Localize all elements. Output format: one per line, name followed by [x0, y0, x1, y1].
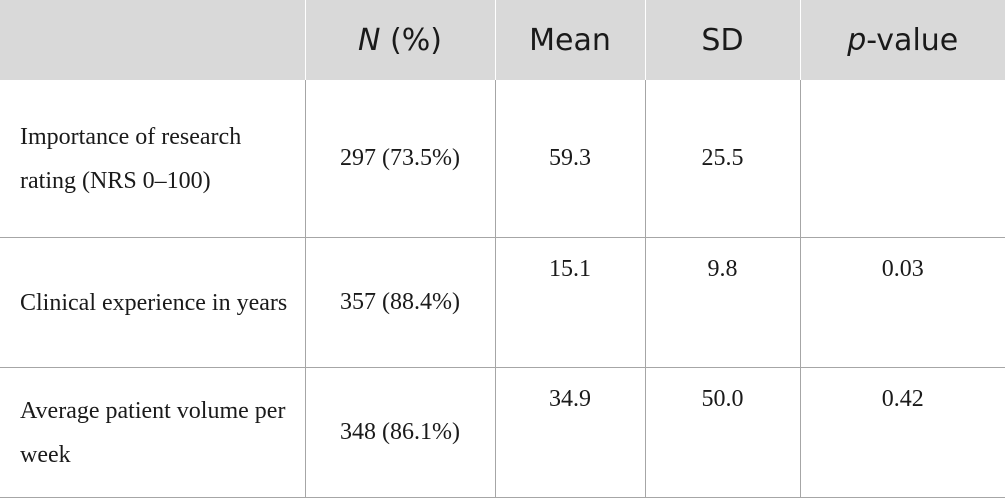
cell-p-value	[799, 80, 1005, 238]
header-mean: Mean	[494, 0, 645, 80]
header-p-value: p-value	[799, 0, 1005, 80]
table-row: Clinical experience in years 357 (88.4%)…	[0, 237, 1005, 368]
header-p-rest: -value	[866, 22, 959, 58]
header-p-italic: p	[847, 22, 867, 58]
cell-p-value: 0.03	[799, 237, 1005, 368]
cell-p-value: 0.42	[799, 367, 1005, 498]
cell-mean: 34.9	[494, 367, 645, 498]
header-sd: SD	[644, 0, 800, 80]
cell-n-percent: 357 (88.4%)	[304, 237, 495, 368]
header-empty	[0, 0, 305, 80]
table-row: Importance of research rating (NRS 0–100…	[0, 80, 1005, 238]
cell-mean: 15.1	[494, 237, 645, 368]
header-n-rest: (%)	[380, 22, 442, 58]
cell-n-percent: 297 (73.5%)	[304, 80, 495, 238]
cell-sd: 9.8	[644, 237, 800, 368]
table-row: Average patient volume per week 348 (86.…	[0, 367, 1005, 498]
row-label: Importance of research rating (NRS 0–100…	[0, 80, 305, 238]
cell-n-percent: 348 (86.1%)	[304, 367, 495, 498]
header-n-percent: N (%)	[304, 0, 495, 80]
row-label: Average patient volume per week	[0, 367, 305, 498]
row-label: Clinical experience in years	[0, 237, 305, 368]
cell-mean: 59.3	[494, 80, 645, 238]
cell-sd: 25.5	[644, 80, 800, 238]
cell-sd: 50.0	[644, 367, 800, 498]
header-n-italic: N	[358, 22, 381, 58]
header-row: N (%) Mean SD p-value	[0, 0, 1005, 80]
